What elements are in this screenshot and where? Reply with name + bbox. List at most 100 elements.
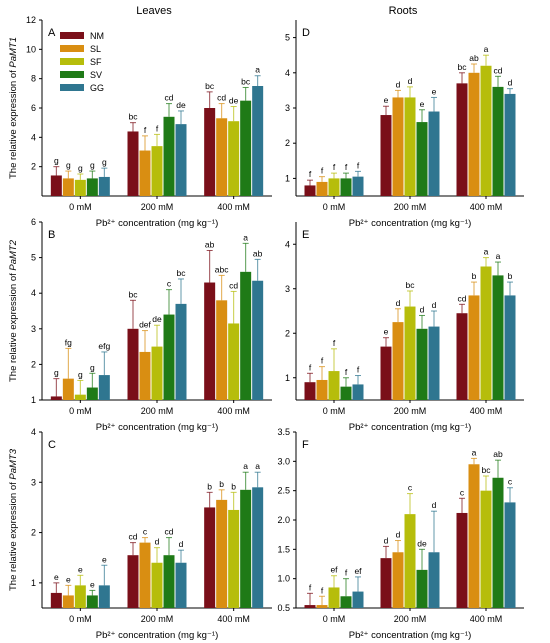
- y-tick-label: 2: [285, 138, 290, 148]
- bar: [204, 108, 216, 196]
- y-tick-label: 8: [31, 74, 36, 84]
- y-tick-label: 1: [285, 373, 290, 383]
- bar: [380, 558, 392, 608]
- y-tick-label: 2.0: [277, 515, 290, 525]
- bar: [62, 178, 74, 196]
- legend: NM SL SF SV GG: [60, 31, 104, 93]
- bar: [216, 118, 228, 196]
- bar: [328, 371, 340, 400]
- significance-letter: ab: [205, 239, 215, 249]
- significance-letter: f: [309, 169, 312, 179]
- significance-letter: d: [396, 530, 401, 540]
- bar: [151, 346, 163, 400]
- significance-letter: b: [207, 481, 212, 491]
- significance-letter: d: [384, 535, 389, 545]
- significance-letter: e: [432, 86, 437, 96]
- significance-letter: f: [321, 356, 324, 366]
- significance-letter: f: [321, 166, 324, 176]
- y-tick-label: 6: [31, 103, 36, 113]
- panel-letter: F: [302, 439, 309, 451]
- significance-letter: bc: [177, 268, 187, 278]
- legend-swatch: [60, 71, 84, 78]
- bar: [228, 509, 240, 608]
- significance-letter: f: [333, 338, 336, 348]
- significance-letter: d: [432, 500, 437, 510]
- significance-letter: de: [152, 314, 162, 324]
- x-axis-label: Pb²⁺ concentration (mg kg⁻¹): [96, 422, 219, 433]
- significance-letter: f: [357, 365, 360, 375]
- bar: [204, 282, 216, 400]
- significance-letter: a: [255, 461, 260, 471]
- bar: [352, 591, 364, 608]
- bar: [316, 605, 328, 608]
- bar: [380, 346, 392, 400]
- bar: [480, 490, 492, 608]
- bar: [404, 97, 416, 196]
- bar: [480, 266, 492, 400]
- bar: [127, 328, 139, 400]
- bar: [416, 569, 428, 608]
- significance-letter: de: [417, 538, 427, 548]
- panel-letter: B: [48, 229, 55, 241]
- significance-letter: g: [90, 160, 95, 170]
- bar: [428, 111, 440, 196]
- x-tick-label: 200 mM: [141, 406, 174, 416]
- bar: [139, 150, 151, 196]
- significance-letter: f: [144, 125, 147, 135]
- bar: [175, 124, 187, 196]
- legend-swatch: [60, 32, 84, 39]
- x-axis-label: Pb²⁺ concentration (mg kg⁻¹): [96, 630, 219, 641]
- bar: [468, 295, 480, 400]
- significance-letter: a: [243, 232, 248, 242]
- significance-letter: bc: [205, 81, 215, 91]
- x-tick-label: 200 mM: [141, 614, 174, 624]
- significance-letter: cd: [129, 532, 138, 542]
- significance-letter: d: [396, 79, 401, 89]
- y-axis-label-prefix: The relative expression of: [8, 68, 19, 179]
- y-axis-label-gene: PaMT2: [8, 239, 19, 270]
- bar: [456, 313, 468, 400]
- x-axis-label: Pb²⁺ concentration (mg kg⁻¹): [349, 630, 472, 641]
- significance-letter: bc: [129, 289, 139, 299]
- y-tick-label: 1.5: [277, 544, 290, 554]
- x-tick-label: 0 mM: [323, 406, 346, 416]
- column-title-leaves: Leaves: [136, 5, 172, 17]
- significance-letter: d: [396, 298, 401, 308]
- y-tick-label: 4: [31, 288, 36, 298]
- y-tick-label: 1: [31, 578, 36, 588]
- significance-letter: d: [155, 537, 160, 547]
- y-tick-label: 4: [31, 427, 36, 437]
- bar: [252, 280, 264, 400]
- bar: [74, 179, 86, 196]
- bar: [163, 314, 175, 400]
- bar: [304, 382, 316, 400]
- significance-letter: ab: [493, 449, 503, 459]
- bar: [504, 93, 516, 196]
- significance-letter: bc: [458, 62, 468, 72]
- significance-letter: ab: [253, 248, 263, 258]
- bar: [316, 379, 328, 400]
- x-tick-label: 0 mM: [69, 614, 92, 624]
- y-tick-label: 2: [285, 328, 290, 338]
- y-tick-label: 2: [31, 528, 36, 538]
- significance-letter: e: [102, 554, 107, 564]
- bar: [139, 351, 151, 400]
- x-tick-label: 0 mM: [323, 202, 346, 212]
- x-tick-label: 200 mM: [394, 202, 427, 212]
- bar: [240, 271, 252, 400]
- x-tick-label: 0 mM: [69, 406, 92, 416]
- bar: [380, 115, 392, 196]
- significance-letter: a: [496, 251, 501, 261]
- significance-letter: f: [309, 582, 312, 592]
- bar: [62, 378, 74, 400]
- panel-letter: E: [302, 229, 309, 241]
- significance-letter: c: [408, 483, 413, 493]
- y-axis-label: The relative expression of PaMT3: [8, 448, 19, 591]
- bar: [204, 507, 216, 608]
- x-tick-label: 400 mM: [470, 614, 503, 624]
- significance-letter: f: [321, 585, 324, 595]
